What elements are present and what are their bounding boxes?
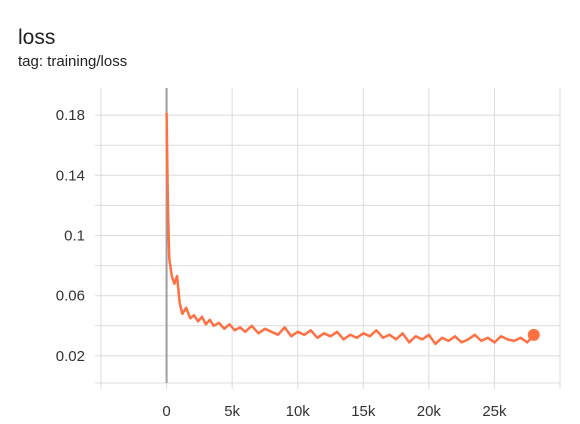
y-tick-label: 0.1 [64, 228, 85, 245]
x-tick-label: 25k [482, 403, 507, 420]
x-tick-label: 15k [351, 403, 376, 420]
chart-grid [95, 88, 561, 389]
chart-title: loss [18, 26, 56, 49]
x-tick-label: 20k [417, 403, 442, 420]
x-tick-label: 10k [286, 403, 311, 420]
last-point-marker [527, 328, 540, 341]
y-tick-label: 0.06 [56, 288, 85, 305]
y-tick-label: 0.18 [56, 107, 85, 124]
loss-series-line [165, 112, 536, 346]
chart-tag: tag: training/loss [18, 53, 128, 70]
x-tick-label: 0 [162, 403, 170, 420]
x-tick-label: 5k [224, 403, 240, 420]
y-tick-label: 0.14 [56, 167, 85, 184]
y-tick-label: 0.02 [56, 348, 85, 365]
chart-ticks: 0 5k 10k 15k 20k 25k 0.02 0.06 0.1 0.14 0.18 [56, 107, 507, 420]
chart-series [165, 112, 540, 346]
